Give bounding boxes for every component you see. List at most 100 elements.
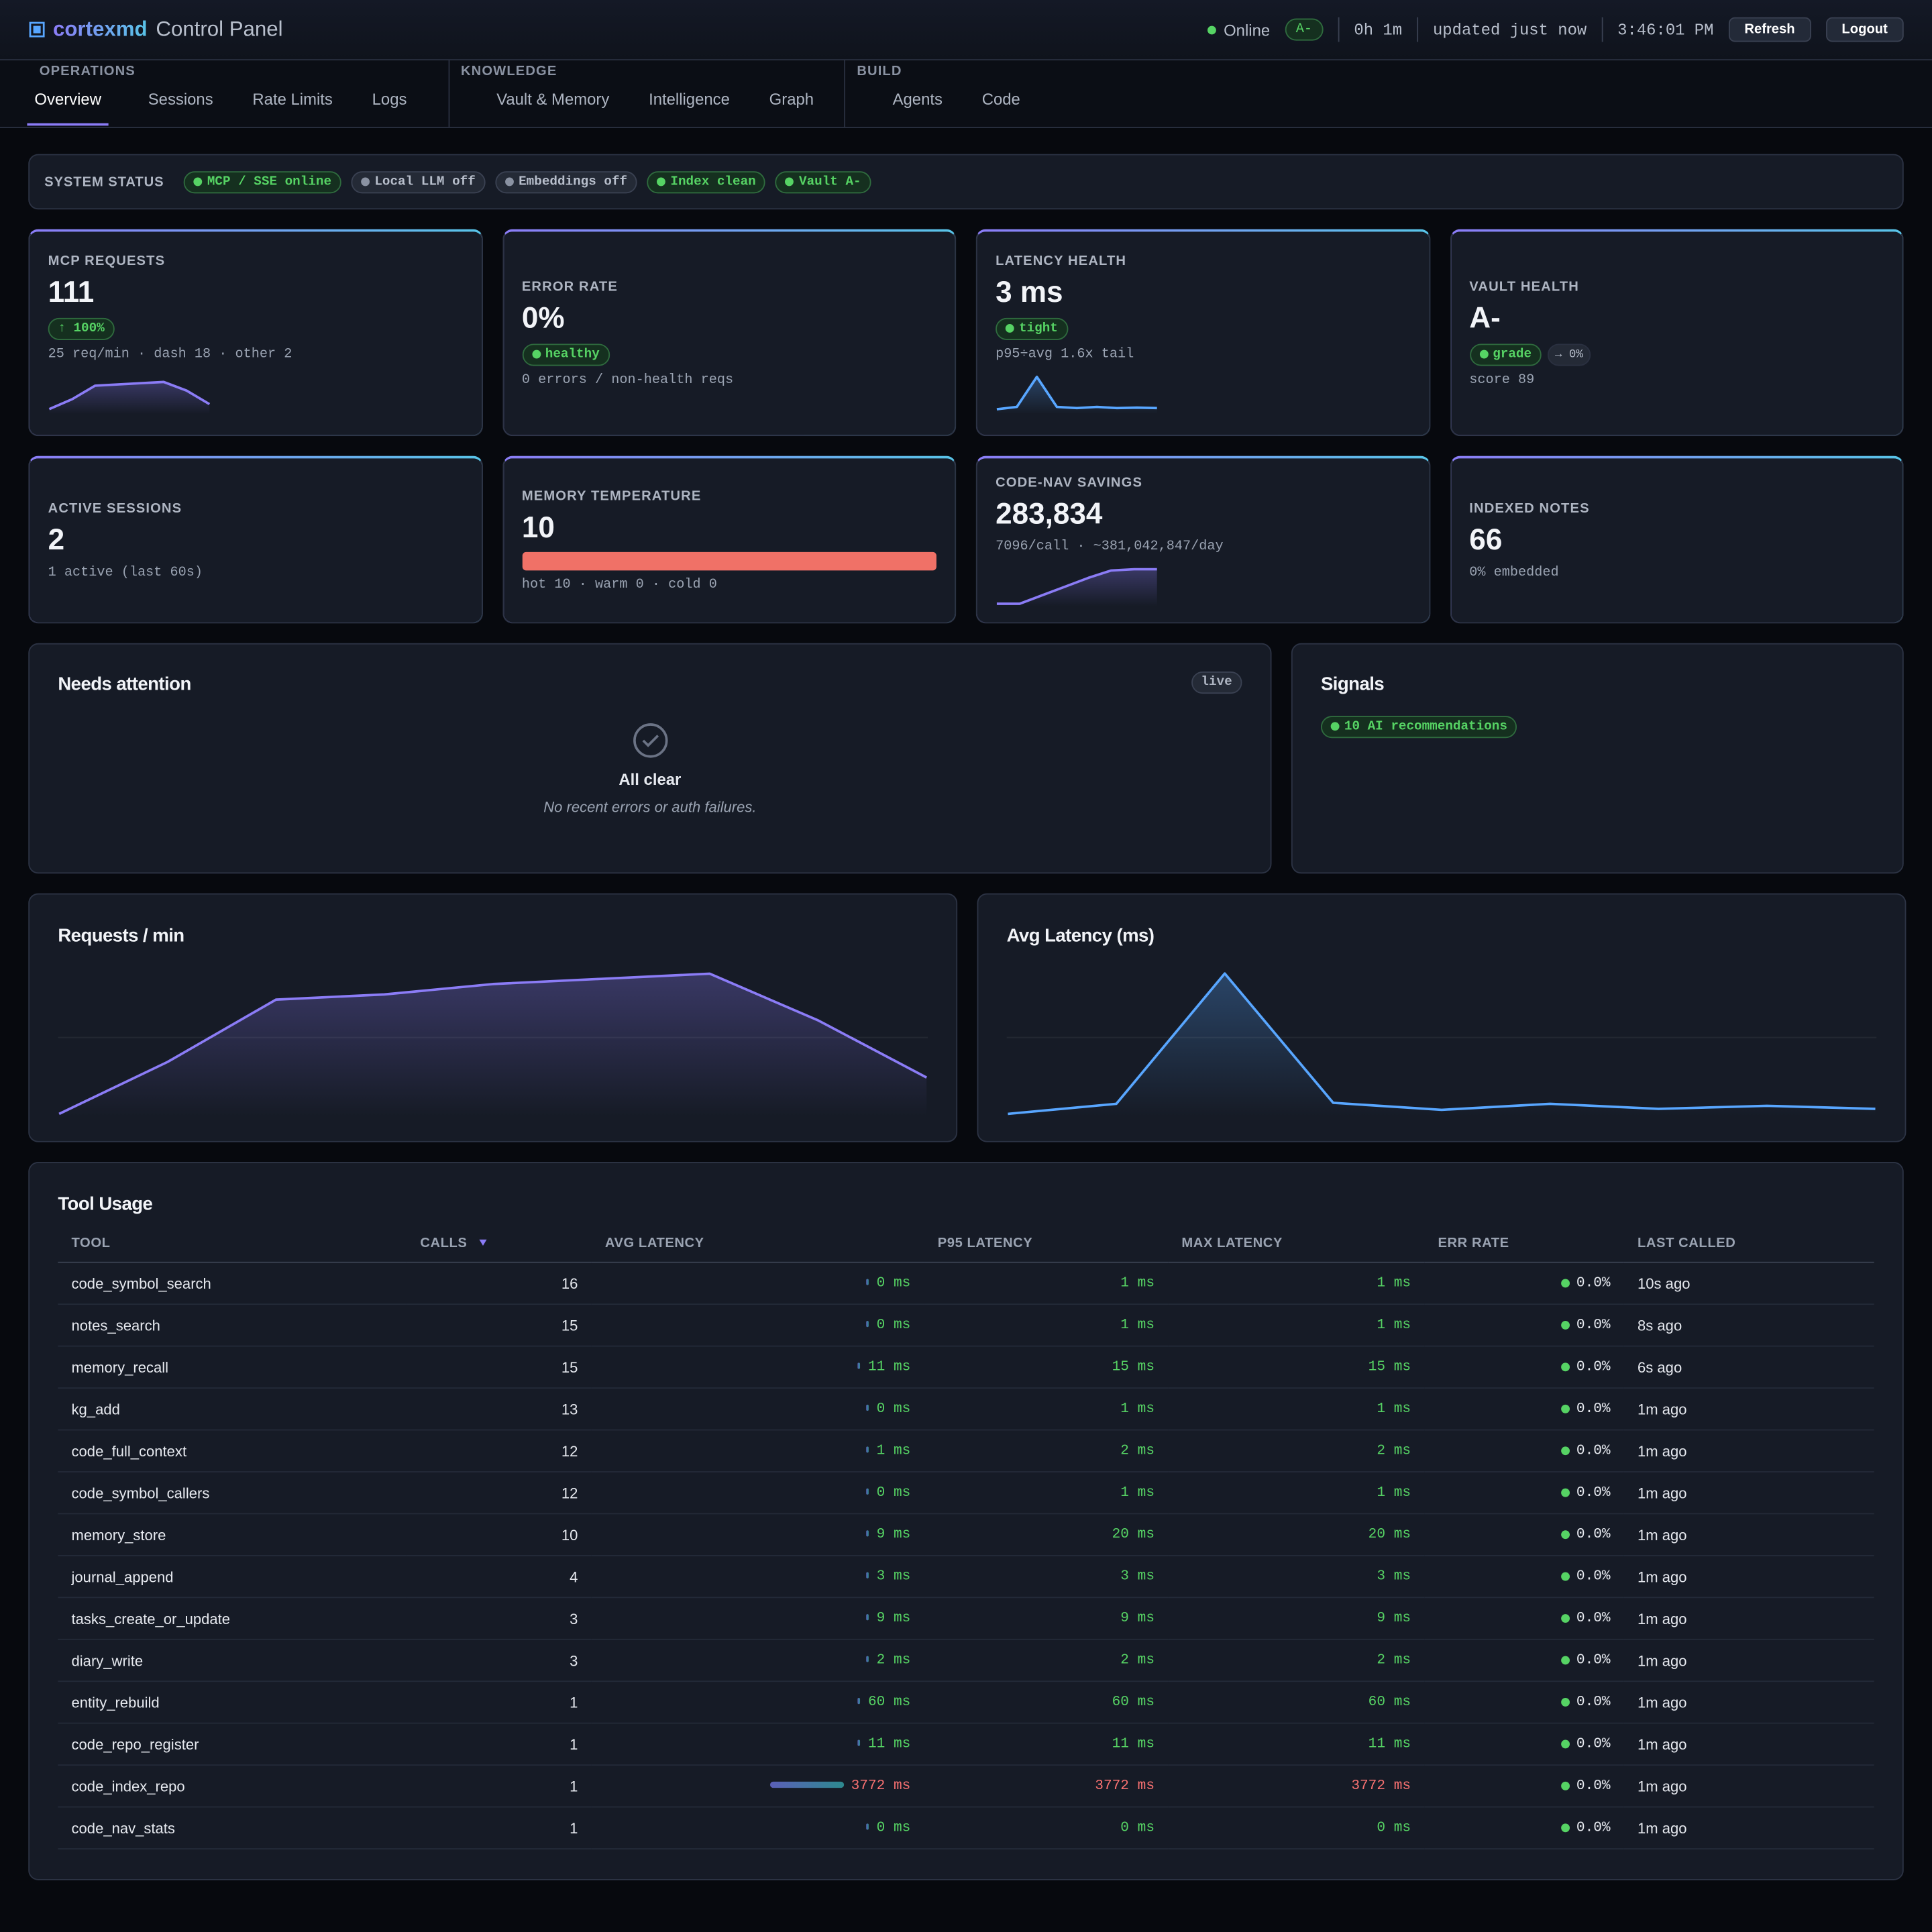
badge: tight [996,317,1068,340]
trend: → 0% [1547,343,1591,366]
avg-latency: 0 ms [591,1262,924,1305]
column-header[interactable]: LAST CALLED [1623,1236,1874,1263]
table-row: code_full_context 12 1 ms 2 ms 2 ms 0.0% 1m ag… [58,1430,1874,1472]
latency-bar [769,1782,844,1788]
status-pill: MCP / SSE online [183,170,341,193]
err-text: 0.0% [1576,1735,1611,1752]
column-label: P95 LATENCY [937,1236,1033,1251]
nav-tab[interactable]: Code [981,90,1020,109]
avg-latency: 0 ms [591,1304,924,1347]
latency-text: 3 ms [1120,1568,1155,1585]
err-dot [1561,1446,1570,1456]
nav-group: KNOWLEDGE Vault & Memory Intelligence Graph [449,60,846,127]
nav-tab[interactable]: Rate Limits [252,90,333,109]
err-dot [1561,1656,1570,1665]
column-header[interactable]: AVG LATENCY [591,1236,924,1263]
pill-text: 10 AI recommendations [1344,718,1507,734]
err-text: 0.0% [1576,1526,1611,1543]
column-header[interactable]: MAX LATENCY [1168,1236,1425,1263]
badges: grade → 0% [1469,343,1884,366]
latency-text: 3772 ms [1095,1778,1155,1794]
column-header[interactable]: P95 LATENCY [924,1236,1169,1263]
err-text: 0.0% [1576,1778,1611,1794]
calls: 12 [407,1471,592,1515]
latency-bar [858,1698,861,1705]
err-text: 0.0% [1576,1694,1611,1711]
updated: updated just now [1432,20,1587,39]
badge-dot [1479,350,1488,359]
err-rate: 0.0% [1424,1597,1624,1640]
calls: 13 [407,1388,592,1431]
nav-tab[interactable]: Graph [769,90,814,109]
tool-usage: Tool Usage TOOL CALLS AVG LATENCY P95 LATEN… [28,1162,1904,1880]
latency-text: 9 ms [1120,1610,1155,1627]
column-header[interactable]: TOOL [58,1236,407,1263]
calls: 16 [407,1262,592,1305]
column-header[interactable]: CALLS [407,1236,592,1263]
refresh-button[interactable]: Refresh [1728,17,1811,42]
table-row: code_nav_stats 1 0 ms 0 ms 0 ms 0.0% 1m ago [58,1807,1874,1849]
badges: tight [996,317,1410,340]
table-row: code_index_repo 1 3772 ms 3772 ms 3772 ms 0.0… [58,1765,1874,1808]
check-icon [633,723,667,758]
status-label: SYSTEM STATUS [44,174,164,189]
card-value: A- [1469,301,1501,335]
latency-text: 1 ms [1120,1275,1155,1291]
last-called: 1m ago [1623,1639,1874,1682]
max-latency: 3 ms [1168,1555,1425,1599]
badge-text: ↑ 100% [58,321,105,336]
tool-name: tasks_create_or_update [58,1597,407,1640]
nav-bar: OPERATIONS Overview Sessions Rate Limits Log… [0,60,1932,129]
panels: Needs attention live All clear No recent… [28,643,1904,874]
card-row: ACTIVE SESSIONS 2 1 active (last 60s) MEMOR… [28,455,1904,624]
p95-latency: 60 ms [924,1681,1169,1724]
latency-text: 15 ms [1112,1358,1155,1375]
err-dot [1561,1698,1570,1707]
table-row: entity_rebuild 1 60 ms 60 ms 60 ms 0.0% 1m ago [58,1681,1874,1724]
latency-text: 3772 ms [1351,1778,1411,1794]
nav-tab[interactable]: Overview [27,90,109,126]
area-fill [1008,973,1876,1117]
status-pill: Vault A- [775,170,871,193]
area-chart [1006,972,1877,1117]
sparkline [996,567,1157,606]
nav-tab[interactable]: Sessions [148,90,213,109]
latency-text: 2 ms [1377,1442,1411,1459]
p95-latency: 20 ms [924,1513,1169,1556]
err-dot [1561,1320,1570,1330]
panel-title: Needs attention [58,674,191,695]
p95-latency: 1 ms [924,1262,1169,1305]
p95-latency: 9 ms [924,1597,1169,1640]
avg-latency: 0 ms [591,1807,924,1849]
card-sub: 25 req/min · dash 18 · other 2 [48,347,292,362]
p95-latency: 1 ms [924,1388,1169,1431]
badges: healthy [521,343,936,366]
tool-name: kg_add [58,1388,407,1431]
badge-text: healthy [545,347,600,362]
area-fill [996,376,1157,414]
line [58,972,928,1116]
nav-tab[interactable]: Vault & Memory [496,90,610,109]
latency-text: 2 ms [1120,1652,1155,1668]
err-dot [1561,1614,1570,1623]
latency-text: 9 ms [876,1526,911,1543]
p95-latency: 2 ms [924,1430,1169,1472]
latency-bar [866,1489,869,1495]
p95-latency: 0 ms [924,1807,1169,1849]
max-latency: 1 ms [1168,1471,1425,1515]
latency-text: 20 ms [1368,1526,1411,1543]
last-called: 1m ago [1623,1723,1874,1766]
err-rate: 0.0% [1424,1807,1624,1849]
nav-tab[interactable]: Logs [372,90,407,109]
max-latency: 11 ms [1168,1723,1425,1766]
nav-tab[interactable]: Agents [892,90,943,109]
card-sub: 0 errors / non-health reqs [521,372,734,388]
latency-text: 1 ms [876,1442,911,1459]
latency-text: 1 ms [1377,1317,1411,1334]
logout-button[interactable]: Logout [1825,17,1904,42]
column-header[interactable]: ERR RATE [1424,1236,1624,1263]
chart-panel: Avg Latency (ms) [977,893,1907,1142]
p95-latency: 1 ms [924,1471,1169,1515]
nav-tab[interactable]: Intelligence [649,90,730,109]
